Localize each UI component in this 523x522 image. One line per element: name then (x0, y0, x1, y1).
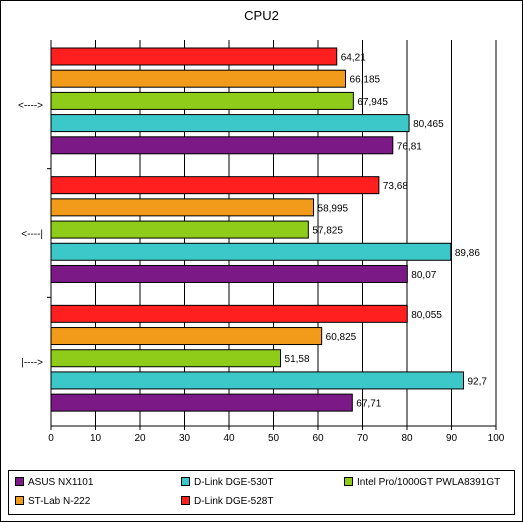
x-tick-label: 50 (268, 433, 280, 444)
data-label: 64,21 (341, 53, 366, 64)
legend-item: D-Link DGE-530T (181, 477, 273, 488)
x-tick-label: 10 (90, 433, 102, 444)
legend-swatch (181, 477, 190, 486)
legend-item: ST-Lab N-222 (15, 496, 90, 507)
legend-label: D-Link DGE-528T (194, 496, 274, 507)
bar (50, 393, 353, 412)
legend-label: ST-Lab N-222 (28, 496, 91, 507)
x-tick-label: 80 (401, 433, 413, 444)
bar (50, 69, 347, 88)
data-label: 67,945 (357, 97, 388, 108)
x-tick-label: 60 (312, 433, 324, 444)
bar (50, 176, 380, 195)
category-label: <----| (21, 229, 43, 240)
data-label: 57,825 (312, 226, 343, 237)
bar (50, 220, 309, 239)
legend: ASUS NX1101 D-Link DGE-530T Intel Pro/1000… (8, 470, 515, 515)
bar (50, 349, 282, 368)
legend-item: ASUS NX1101 (15, 477, 93, 488)
category-label: |----> (21, 358, 43, 369)
legend-label: Intel Pro/1000GT PWLA8391GT (357, 477, 501, 488)
legend-item: Intel Pro/1000GT PWLA8391GT (344, 477, 500, 488)
x-tick-label: 40 (223, 433, 235, 444)
legend-item: D-Link DGE-528T (181, 496, 273, 507)
bar (50, 327, 323, 346)
data-label: 73,68 (383, 181, 408, 192)
bar (50, 136, 394, 155)
data-label: 80,055 (411, 310, 442, 321)
legend-label: D-Link DGE-530T (194, 477, 274, 488)
data-label: 80,07 (411, 270, 436, 281)
bar (50, 304, 408, 323)
data-label: 76,81 (397, 141, 422, 152)
legend-swatch (15, 496, 24, 505)
legend-label: ASUS NX1101 (28, 477, 94, 488)
data-label: 89,86 (455, 248, 480, 259)
x-tick-label: 100 (488, 433, 505, 444)
x-tick-label: 70 (357, 433, 369, 444)
bar-chart: 0 10 20 30 40 50 60 70 80 90 100 <----> 64,21 66,185 6… (18, 40, 505, 444)
bar (50, 242, 452, 261)
x-tick-label: 90 (446, 433, 458, 444)
legend-swatch (15, 477, 24, 486)
legend-swatch (344, 477, 353, 486)
bar (50, 47, 338, 66)
data-label: 92,7 (468, 376, 488, 387)
bar (50, 114, 410, 133)
x-tick-label: 0 (48, 433, 54, 444)
bar (50, 91, 354, 110)
category-label: <----> (18, 100, 43, 111)
data-label: 67,71 (356, 399, 381, 410)
bar (50, 371, 465, 390)
x-tick-label: 20 (134, 433, 146, 444)
data-label: 51,58 (285, 354, 310, 365)
bar (50, 198, 315, 217)
data-label: 80,465 (413, 119, 444, 130)
legend-swatch (181, 496, 190, 505)
bar (50, 264, 408, 283)
chart-title: CPU2 (244, 8, 279, 23)
data-label: 60,825 (326, 332, 357, 343)
x-tick-label: 30 (179, 433, 191, 444)
data-label: 58,995 (318, 203, 349, 214)
data-label: 66,185 (350, 75, 381, 86)
